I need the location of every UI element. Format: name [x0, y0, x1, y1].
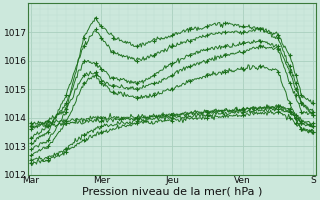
X-axis label: Pression niveau de la mer( hPa ): Pression niveau de la mer( hPa )	[82, 187, 262, 197]
